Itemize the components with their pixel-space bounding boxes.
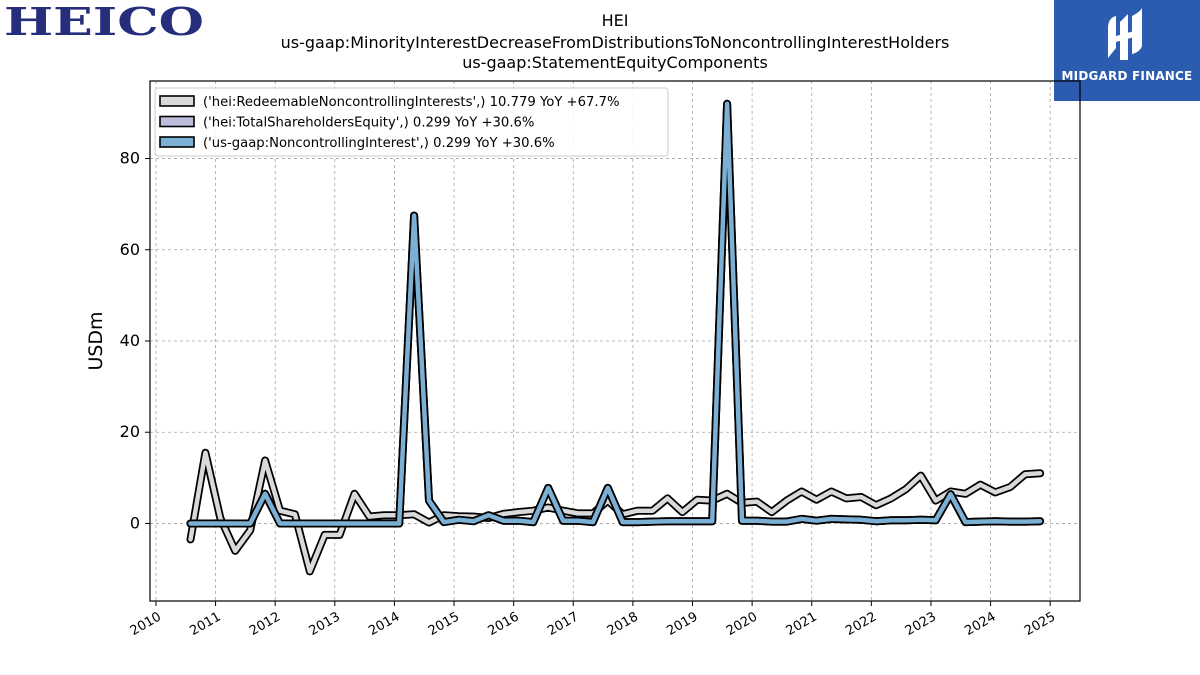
chart-title-line-2: us-gaap:MinorityInterestDecreaseFromDist…: [280, 33, 950, 52]
x-tick-label: 2013: [307, 609, 343, 639]
legend-item: ('us-gaap:NoncontrollingInterest',) 0.29…: [159, 136, 555, 151]
chart-title-line-3: us-gaap:StatementEquityComponents: [462, 53, 768, 72]
heico-logo: HEICO: [4, 2, 204, 42]
x-axis: 2010 2011 2012 2013 2014 2015 2016 2017 2018 2019…: [128, 601, 1058, 639]
heico-logo-text: HEICO: [4, 2, 204, 42]
x-tick-label: 2014: [366, 609, 402, 639]
series-layer: [186, 99, 1045, 576]
legend-swatch: [159, 115, 195, 128]
x-tick-label: 2011: [187, 609, 223, 639]
y-tick-label: 80: [120, 149, 140, 168]
y-tick-label: 20: [120, 422, 140, 441]
legend-label: ('hei:TotalShareholdersEquity',) 0.299 Y…: [203, 116, 534, 131]
legend-item: ('hei:TotalShareholdersEquity',) 0.299 Y…: [159, 115, 534, 131]
midgard-emblem-icon: [1108, 8, 1142, 60]
x-tick-label: 2017: [545, 609, 581, 639]
x-tick-label: 2016: [485, 609, 521, 639]
x-tick-label: 2022: [843, 609, 879, 639]
legend-swatch: [159, 136, 195, 148]
x-tick-label: 2023: [903, 609, 939, 639]
x-tick-label: 2010: [128, 609, 164, 639]
y-tick-label: 40: [120, 331, 140, 350]
y-tick-label: 0: [130, 513, 140, 532]
x-tick-label: 2025: [1022, 609, 1058, 639]
series-line: [188, 101, 1043, 526]
x-tick-label: 2024: [962, 609, 998, 639]
legend-swatch: [159, 95, 195, 107]
legend-label: ('us-gaap:NoncontrollingInterest',) 0.29…: [203, 136, 555, 151]
legend-box: [154, 87, 669, 157]
legend-label: ('hei:RedeemableNoncontrollingInterests'…: [203, 95, 620, 110]
x-tick-label: 2012: [247, 609, 283, 639]
series-1: [186, 99, 1045, 528]
series-line: [188, 101, 1043, 526]
y-axis-label: USDm: [85, 311, 107, 370]
series-2: [186, 99, 1045, 528]
y-tick-label: 60: [120, 240, 140, 259]
x-tick-label: 2021: [784, 609, 820, 639]
chart-title-line-1: HEI: [601, 11, 629, 30]
midgard-brand-text: MIDGARD FINANCE: [1061, 69, 1193, 83]
series-line-outline: [186, 99, 1045, 528]
midgard-finance-logo: MIDGARD FINANCE: [1054, 0, 1200, 101]
x-tick-label: 2018: [605, 609, 641, 639]
x-tick-label: 2020: [724, 609, 760, 639]
legend: ('hei:RedeemableNoncontrollingInterests'…: [154, 87, 669, 157]
x-tick-label: 2015: [426, 609, 462, 639]
x-tick-label: 2019: [664, 609, 700, 639]
series-line-outline: [186, 99, 1045, 528]
legend-item: ('hei:RedeemableNoncontrollingInterests'…: [159, 95, 620, 110]
y-axis: 0 20 40 60 80: [120, 149, 150, 532]
